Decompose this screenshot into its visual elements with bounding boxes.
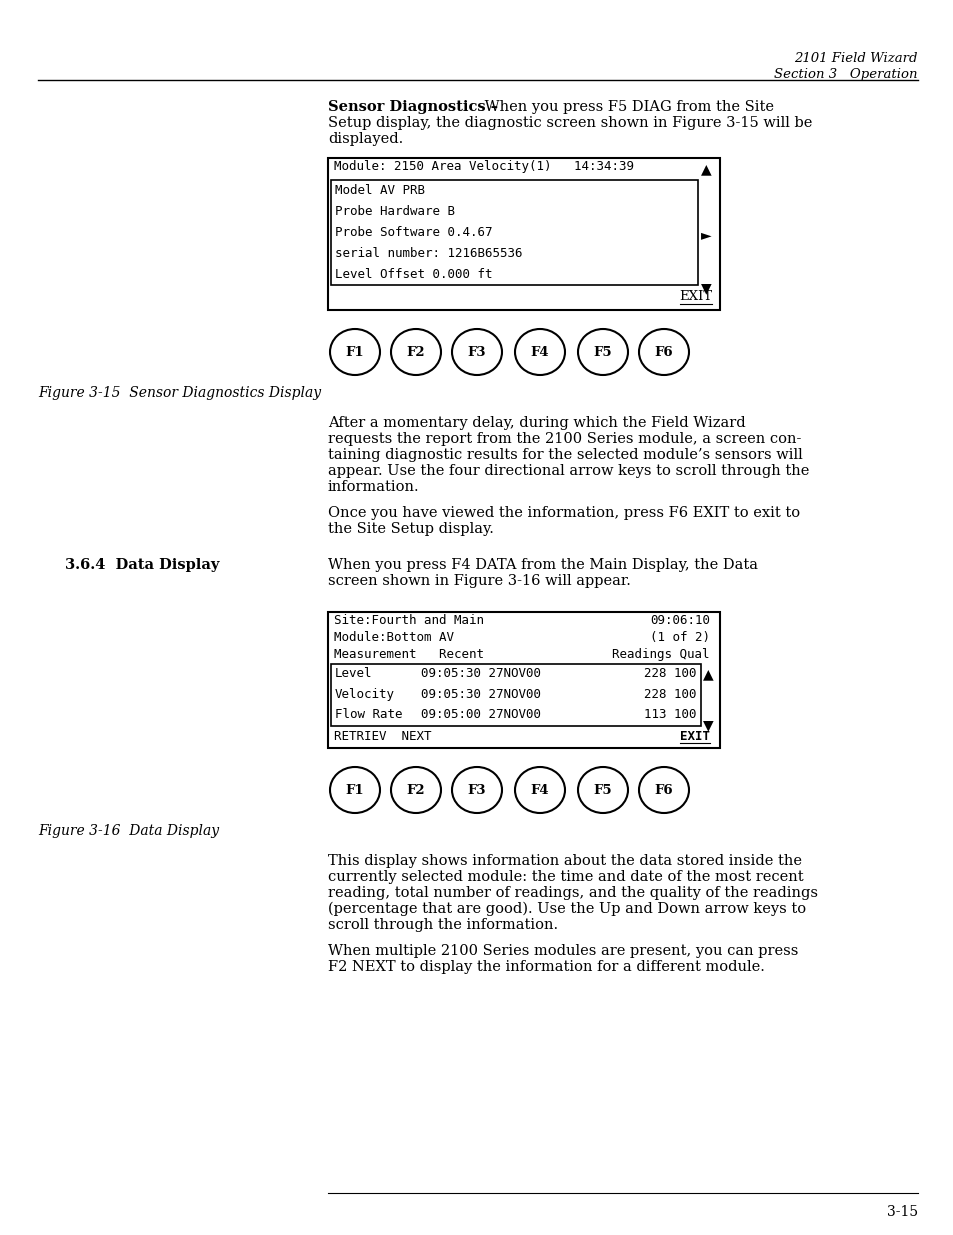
Text: (1 of 2): (1 of 2)	[649, 631, 709, 643]
Text: F4: F4	[530, 783, 549, 797]
Text: Sensor Diagnostics –: Sensor Diagnostics –	[328, 100, 497, 114]
Text: the Site Setup display.: the Site Setup display.	[328, 522, 494, 536]
Text: taining diagnostic results for the selected module’s sensors will: taining diagnostic results for the selec…	[328, 448, 801, 462]
Text: Model AV PRB: Model AV PRB	[335, 184, 424, 198]
Text: Level: Level	[335, 667, 372, 680]
Text: serial number: 1216B65536: serial number: 1216B65536	[335, 247, 522, 261]
Ellipse shape	[578, 329, 627, 375]
Text: (percentage that are good). Use the Up and Down arrow keys to: (percentage that are good). Use the Up a…	[328, 902, 805, 916]
Text: This display shows information about the data stored inside the: This display shows information about the…	[328, 853, 801, 868]
Text: Module:Bottom AV: Module:Bottom AV	[334, 631, 454, 643]
Text: scroll through the information.: scroll through the information.	[328, 918, 558, 932]
Text: 113 100: 113 100	[644, 709, 697, 721]
Text: screen shown in Figure 3-16 will appear.: screen shown in Figure 3-16 will appear.	[328, 574, 630, 588]
Text: Readings Qual: Readings Qual	[612, 648, 709, 661]
Ellipse shape	[515, 329, 564, 375]
FancyBboxPatch shape	[331, 664, 700, 726]
Text: Site:Fourth and Main: Site:Fourth and Main	[334, 614, 483, 627]
Text: When you press F5 DIAG from the Site: When you press F5 DIAG from the Site	[479, 100, 773, 114]
Text: F3: F3	[467, 783, 486, 797]
Text: 3-15: 3-15	[886, 1205, 917, 1219]
Ellipse shape	[330, 767, 379, 813]
Text: F5: F5	[593, 783, 612, 797]
Text: Module: 2150 Area Velocity(1)   14:34:39: Module: 2150 Area Velocity(1) 14:34:39	[334, 161, 634, 173]
Text: ▲: ▲	[702, 667, 713, 680]
Text: 09:06:10: 09:06:10	[649, 614, 709, 627]
Text: F1: F1	[345, 783, 364, 797]
Text: F5: F5	[593, 346, 612, 358]
Ellipse shape	[515, 767, 564, 813]
Text: information.: information.	[328, 480, 419, 494]
Ellipse shape	[639, 329, 688, 375]
Text: ▲: ▲	[700, 162, 711, 177]
Text: ▼: ▼	[700, 282, 711, 295]
Text: Probe Software 0.4.67: Probe Software 0.4.67	[335, 226, 492, 240]
Text: appear. Use the four directional arrow keys to scroll through the: appear. Use the four directional arrow k…	[328, 464, 808, 478]
Text: EXIT: EXIT	[679, 730, 709, 743]
Text: F2 NEXT to display the information for a different module.: F2 NEXT to display the information for a…	[328, 960, 764, 974]
Text: Once you have viewed the information, press F6 EXIT to exit to: Once you have viewed the information, pr…	[328, 506, 800, 520]
FancyBboxPatch shape	[331, 180, 698, 285]
Text: ►: ►	[700, 228, 711, 242]
Text: 3.6.4  Data Display: 3.6.4 Data Display	[65, 558, 219, 572]
Ellipse shape	[639, 767, 688, 813]
Ellipse shape	[578, 767, 627, 813]
Text: 09:05:30 27NOV00: 09:05:30 27NOV00	[420, 688, 540, 700]
Text: F6: F6	[654, 346, 673, 358]
FancyBboxPatch shape	[328, 613, 720, 748]
Text: 09:05:30 27NOV00: 09:05:30 27NOV00	[420, 667, 540, 680]
Text: F2: F2	[406, 783, 425, 797]
Text: reading, total number of readings, and the quality of the readings: reading, total number of readings, and t…	[328, 885, 817, 900]
Text: requests the report from the 2100 Series module, a screen con-: requests the report from the 2100 Series…	[328, 432, 801, 446]
Ellipse shape	[330, 329, 379, 375]
Text: When multiple 2100 Series modules are present, you can press: When multiple 2100 Series modules are pr…	[328, 944, 798, 958]
Text: 228 100: 228 100	[644, 688, 697, 700]
Ellipse shape	[391, 767, 440, 813]
Text: ▼: ▼	[702, 718, 713, 732]
Text: After a momentary delay, during which the Field Wizard: After a momentary delay, during which th…	[328, 416, 745, 430]
Text: Figure 3-16  Data Display: Figure 3-16 Data Display	[38, 824, 219, 839]
Ellipse shape	[452, 329, 501, 375]
Text: F2: F2	[406, 346, 425, 358]
Text: Figure 3-15  Sensor Diagnostics Display: Figure 3-15 Sensor Diagnostics Display	[38, 387, 321, 400]
Text: 2101 Field Wizard: 2101 Field Wizard	[794, 52, 917, 65]
Ellipse shape	[391, 329, 440, 375]
Text: Measurement   Recent: Measurement Recent	[334, 648, 483, 661]
Ellipse shape	[452, 767, 501, 813]
Text: currently selected module: the time and date of the most recent: currently selected module: the time and …	[328, 869, 802, 884]
Text: EXIT: EXIT	[679, 290, 711, 303]
Text: 228 100: 228 100	[644, 667, 697, 680]
Text: Level Offset 0.000 ft: Level Offset 0.000 ft	[335, 268, 492, 282]
Text: 09:05:00 27NOV00: 09:05:00 27NOV00	[420, 709, 540, 721]
Text: Section 3   Operation: Section 3 Operation	[774, 68, 917, 82]
Text: displayed.: displayed.	[328, 132, 403, 146]
Text: F3: F3	[467, 346, 486, 358]
Text: Velocity: Velocity	[335, 688, 395, 700]
Text: F6: F6	[654, 783, 673, 797]
Text: When you press F4 DATA from the Main Display, the Data: When you press F4 DATA from the Main Dis…	[328, 558, 758, 572]
Text: Probe Hardware B: Probe Hardware B	[335, 205, 455, 219]
FancyBboxPatch shape	[328, 158, 720, 310]
Text: Setup display, the diagnostic screen shown in Figure 3-15 will be: Setup display, the diagnostic screen sho…	[328, 116, 812, 130]
Text: Flow Rate: Flow Rate	[335, 709, 402, 721]
Text: RETRIEV  NEXT: RETRIEV NEXT	[334, 730, 431, 743]
Text: F4: F4	[530, 346, 549, 358]
Text: F1: F1	[345, 346, 364, 358]
